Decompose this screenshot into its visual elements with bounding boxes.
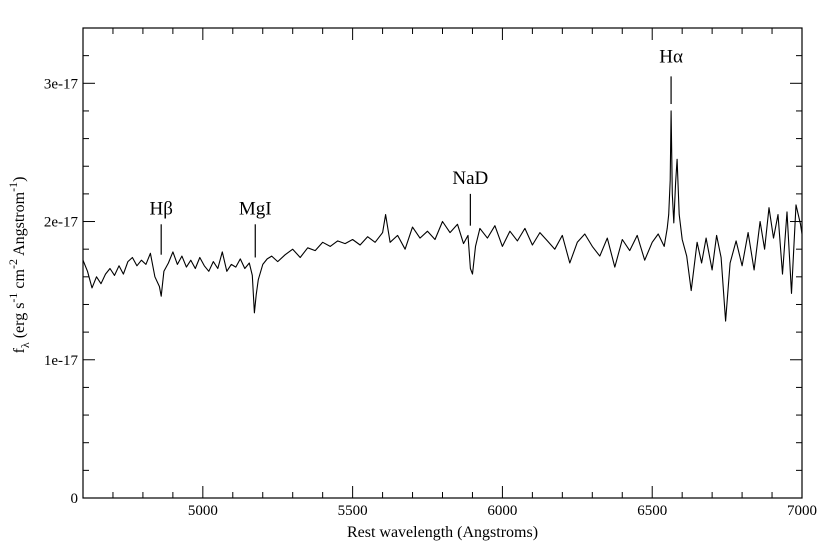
plot-frame <box>82 27 803 499</box>
y-label-part: (erg s <box>11 303 28 343</box>
x-tick-label: 6000 <box>487 503 517 519</box>
y-tick-label: 1e-17 <box>44 353 79 369</box>
y-label-part: Angstrom <box>11 191 28 259</box>
y-tick-label: 3e-17 <box>44 76 79 92</box>
x-tick-label: 6500 <box>637 503 667 519</box>
y-tick-label: 0 <box>71 491 79 507</box>
y-axis-label: fλ (erg s-1 cm-2 Angstrom-1) <box>6 177 32 354</box>
x-tick-label: 7000 <box>787 503 817 519</box>
y-label-part: λ <box>18 342 32 348</box>
x-tick-label: 5000 <box>188 503 218 519</box>
spectrum-line <box>82 110 803 322</box>
annotation-label: Hα <box>659 47 683 68</box>
axis-tick-labels: 5000 5500 6000 6500 7000 0 1e-17 2e-17 3e-17 <box>44 76 817 519</box>
axis-ticks <box>82 27 803 499</box>
y-label-part: cm <box>11 268 28 292</box>
y-label-part: f <box>11 347 28 353</box>
line-annotations: Hβ MgI NaD Hα <box>149 47 683 258</box>
y-label-part: -2 <box>6 259 20 269</box>
annotation-label: Hβ <box>149 199 172 220</box>
y-label-part: ) <box>11 177 28 182</box>
y-label-part: -1 <box>6 293 20 303</box>
x-tick-label: 5500 <box>338 503 368 519</box>
annotation-label: NaD <box>452 168 488 189</box>
y-label-part: -1 <box>6 182 20 192</box>
y-tick-label: 2e-17 <box>44 215 79 231</box>
annotation-label: MgI <box>239 199 272 220</box>
x-axis-label: Rest wavelength (Angstroms) <box>347 524 538 541</box>
